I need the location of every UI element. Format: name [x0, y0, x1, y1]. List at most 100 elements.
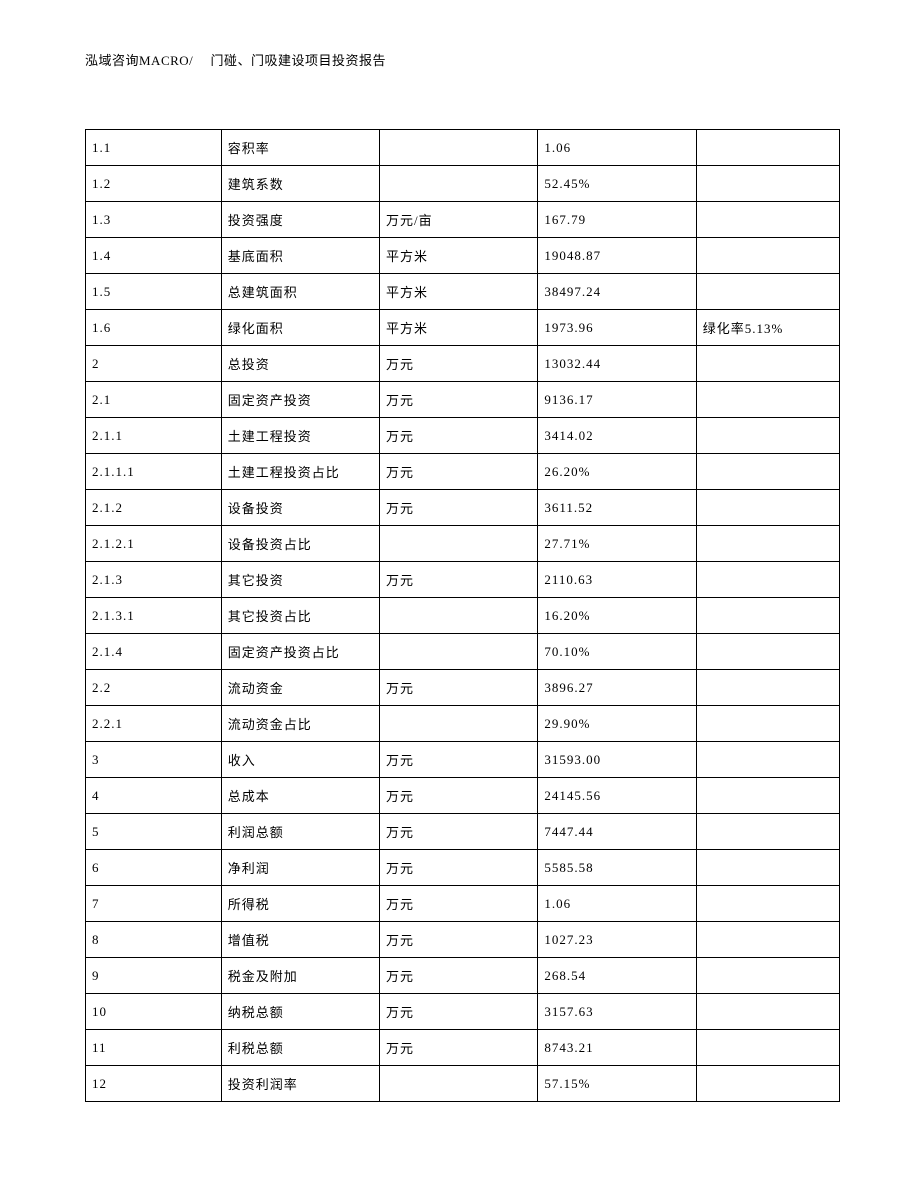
table-cell: 平方米 — [380, 310, 538, 346]
table-cell: 平方米 — [380, 274, 538, 310]
table-cell: 投资强度 — [221, 202, 379, 238]
table-cell: 总成本 — [221, 778, 379, 814]
table-cell: 万元 — [380, 778, 538, 814]
table-cell: 设备投资占比 — [221, 526, 379, 562]
table-row: 1.1容积率1.06 — [86, 130, 840, 166]
table-row: 2.1.1土建工程投资万元3414.02 — [86, 418, 840, 454]
table-cell: 11 — [86, 1030, 222, 1066]
table-cell: 9 — [86, 958, 222, 994]
table-cell — [696, 742, 839, 778]
table-row: 1.5总建筑面积平方米38497.24 — [86, 274, 840, 310]
table-row: 2.2流动资金万元3896.27 — [86, 670, 840, 706]
table-cell: 3611.52 — [538, 490, 696, 526]
table-cell: 万元 — [380, 922, 538, 958]
table-cell: 31593.00 — [538, 742, 696, 778]
table-row: 2.1固定资产投资万元9136.17 — [86, 382, 840, 418]
table-cell: 2.1.3.1 — [86, 598, 222, 634]
table-row: 1.3投资强度万元/亩167.79 — [86, 202, 840, 238]
table-row: 11利税总额万元8743.21 — [86, 1030, 840, 1066]
table-row: 5利润总额万元7447.44 — [86, 814, 840, 850]
table-cell — [696, 634, 839, 670]
table-cell: 1.5 — [86, 274, 222, 310]
table-cell: 1.6 — [86, 310, 222, 346]
table-row: 7所得税万元1.06 — [86, 886, 840, 922]
table-cell: 1.1 — [86, 130, 222, 166]
table-cell: 总建筑面积 — [221, 274, 379, 310]
table-cell: 52.45% — [538, 166, 696, 202]
table-cell: 万元 — [380, 346, 538, 382]
table-row: 2.1.2.1设备投资占比27.71% — [86, 526, 840, 562]
table-cell: 2.1.4 — [86, 634, 222, 670]
table-cell: 7 — [86, 886, 222, 922]
table-cell: 万元 — [380, 814, 538, 850]
table-cell: 38497.24 — [538, 274, 696, 310]
table-cell: 投资利润率 — [221, 1066, 379, 1102]
table-cell: 净利润 — [221, 850, 379, 886]
table-cell — [380, 166, 538, 202]
table-row: 2.2.1流动资金占比29.90% — [86, 706, 840, 742]
table-cell: 12 — [86, 1066, 222, 1102]
table-cell: 2.1.2 — [86, 490, 222, 526]
table-cell: 增值税 — [221, 922, 379, 958]
table-cell: 容积率 — [221, 130, 379, 166]
table-row: 10纳税总额万元3157.63 — [86, 994, 840, 1030]
table-cell: 土建工程投资 — [221, 418, 379, 454]
table-cell: 7447.44 — [538, 814, 696, 850]
table-cell: 收入 — [221, 742, 379, 778]
table-cell: 2.1 — [86, 382, 222, 418]
table-cell: 建筑系数 — [221, 166, 379, 202]
table-cell: 万元 — [380, 670, 538, 706]
table-cell: 10 — [86, 994, 222, 1030]
table-cell: 税金及附加 — [221, 958, 379, 994]
table-row: 2总投资万元13032.44 — [86, 346, 840, 382]
table-cell: 2110.63 — [538, 562, 696, 598]
table-cell: 3414.02 — [538, 418, 696, 454]
table-cell — [696, 706, 839, 742]
table-cell — [380, 598, 538, 634]
table-cell: 利税总额 — [221, 1030, 379, 1066]
table-cell: 19048.87 — [538, 238, 696, 274]
table-cell: 9136.17 — [538, 382, 696, 418]
table-cell: 8743.21 — [538, 1030, 696, 1066]
table-cell — [696, 1030, 839, 1066]
table-cell — [696, 778, 839, 814]
table-row: 3收入万元31593.00 — [86, 742, 840, 778]
table-cell: 2.1.1 — [86, 418, 222, 454]
table-cell: 其它投资 — [221, 562, 379, 598]
table-row: 8增值税万元1027.23 — [86, 922, 840, 958]
table-cell: 流动资金 — [221, 670, 379, 706]
table-cell — [696, 958, 839, 994]
table-cell: 3 — [86, 742, 222, 778]
table-cell: 167.79 — [538, 202, 696, 238]
table-cell — [696, 346, 839, 382]
table-cell: 万元 — [380, 454, 538, 490]
table-cell — [696, 994, 839, 1030]
table-cell: 57.15% — [538, 1066, 696, 1102]
table-cell: 1.3 — [86, 202, 222, 238]
table-cell: 其它投资占比 — [221, 598, 379, 634]
table-cell — [696, 130, 839, 166]
table-cell: 基底面积 — [221, 238, 379, 274]
table-cell: 4 — [86, 778, 222, 814]
header-text: 泓域咨询MACRO/ 门碰、门吸建设项目投资报告 — [85, 53, 386, 68]
table-row: 2.1.3其它投资万元2110.63 — [86, 562, 840, 598]
table-cell: 2.2 — [86, 670, 222, 706]
table-cell: 流动资金占比 — [221, 706, 379, 742]
table-cell: 24145.56 — [538, 778, 696, 814]
table-row: 1.6绿化面积平方米1973.96绿化率5.13% — [86, 310, 840, 346]
table-cell: 万元 — [380, 886, 538, 922]
table-cell: 16.20% — [538, 598, 696, 634]
table-cell: 万元 — [380, 994, 538, 1030]
table-cell — [696, 850, 839, 886]
table-cell: 万元 — [380, 850, 538, 886]
table-row: 6净利润万元5585.58 — [86, 850, 840, 886]
table-cell — [696, 562, 839, 598]
table-cell — [380, 1066, 538, 1102]
table-row: 12投资利润率 57.15% — [86, 1066, 840, 1102]
table-cell: 2 — [86, 346, 222, 382]
table-cell: 26.20% — [538, 454, 696, 490]
table-cell — [380, 130, 538, 166]
table-cell: 所得税 — [221, 886, 379, 922]
table-cell — [696, 1066, 839, 1102]
table-cell — [696, 670, 839, 706]
